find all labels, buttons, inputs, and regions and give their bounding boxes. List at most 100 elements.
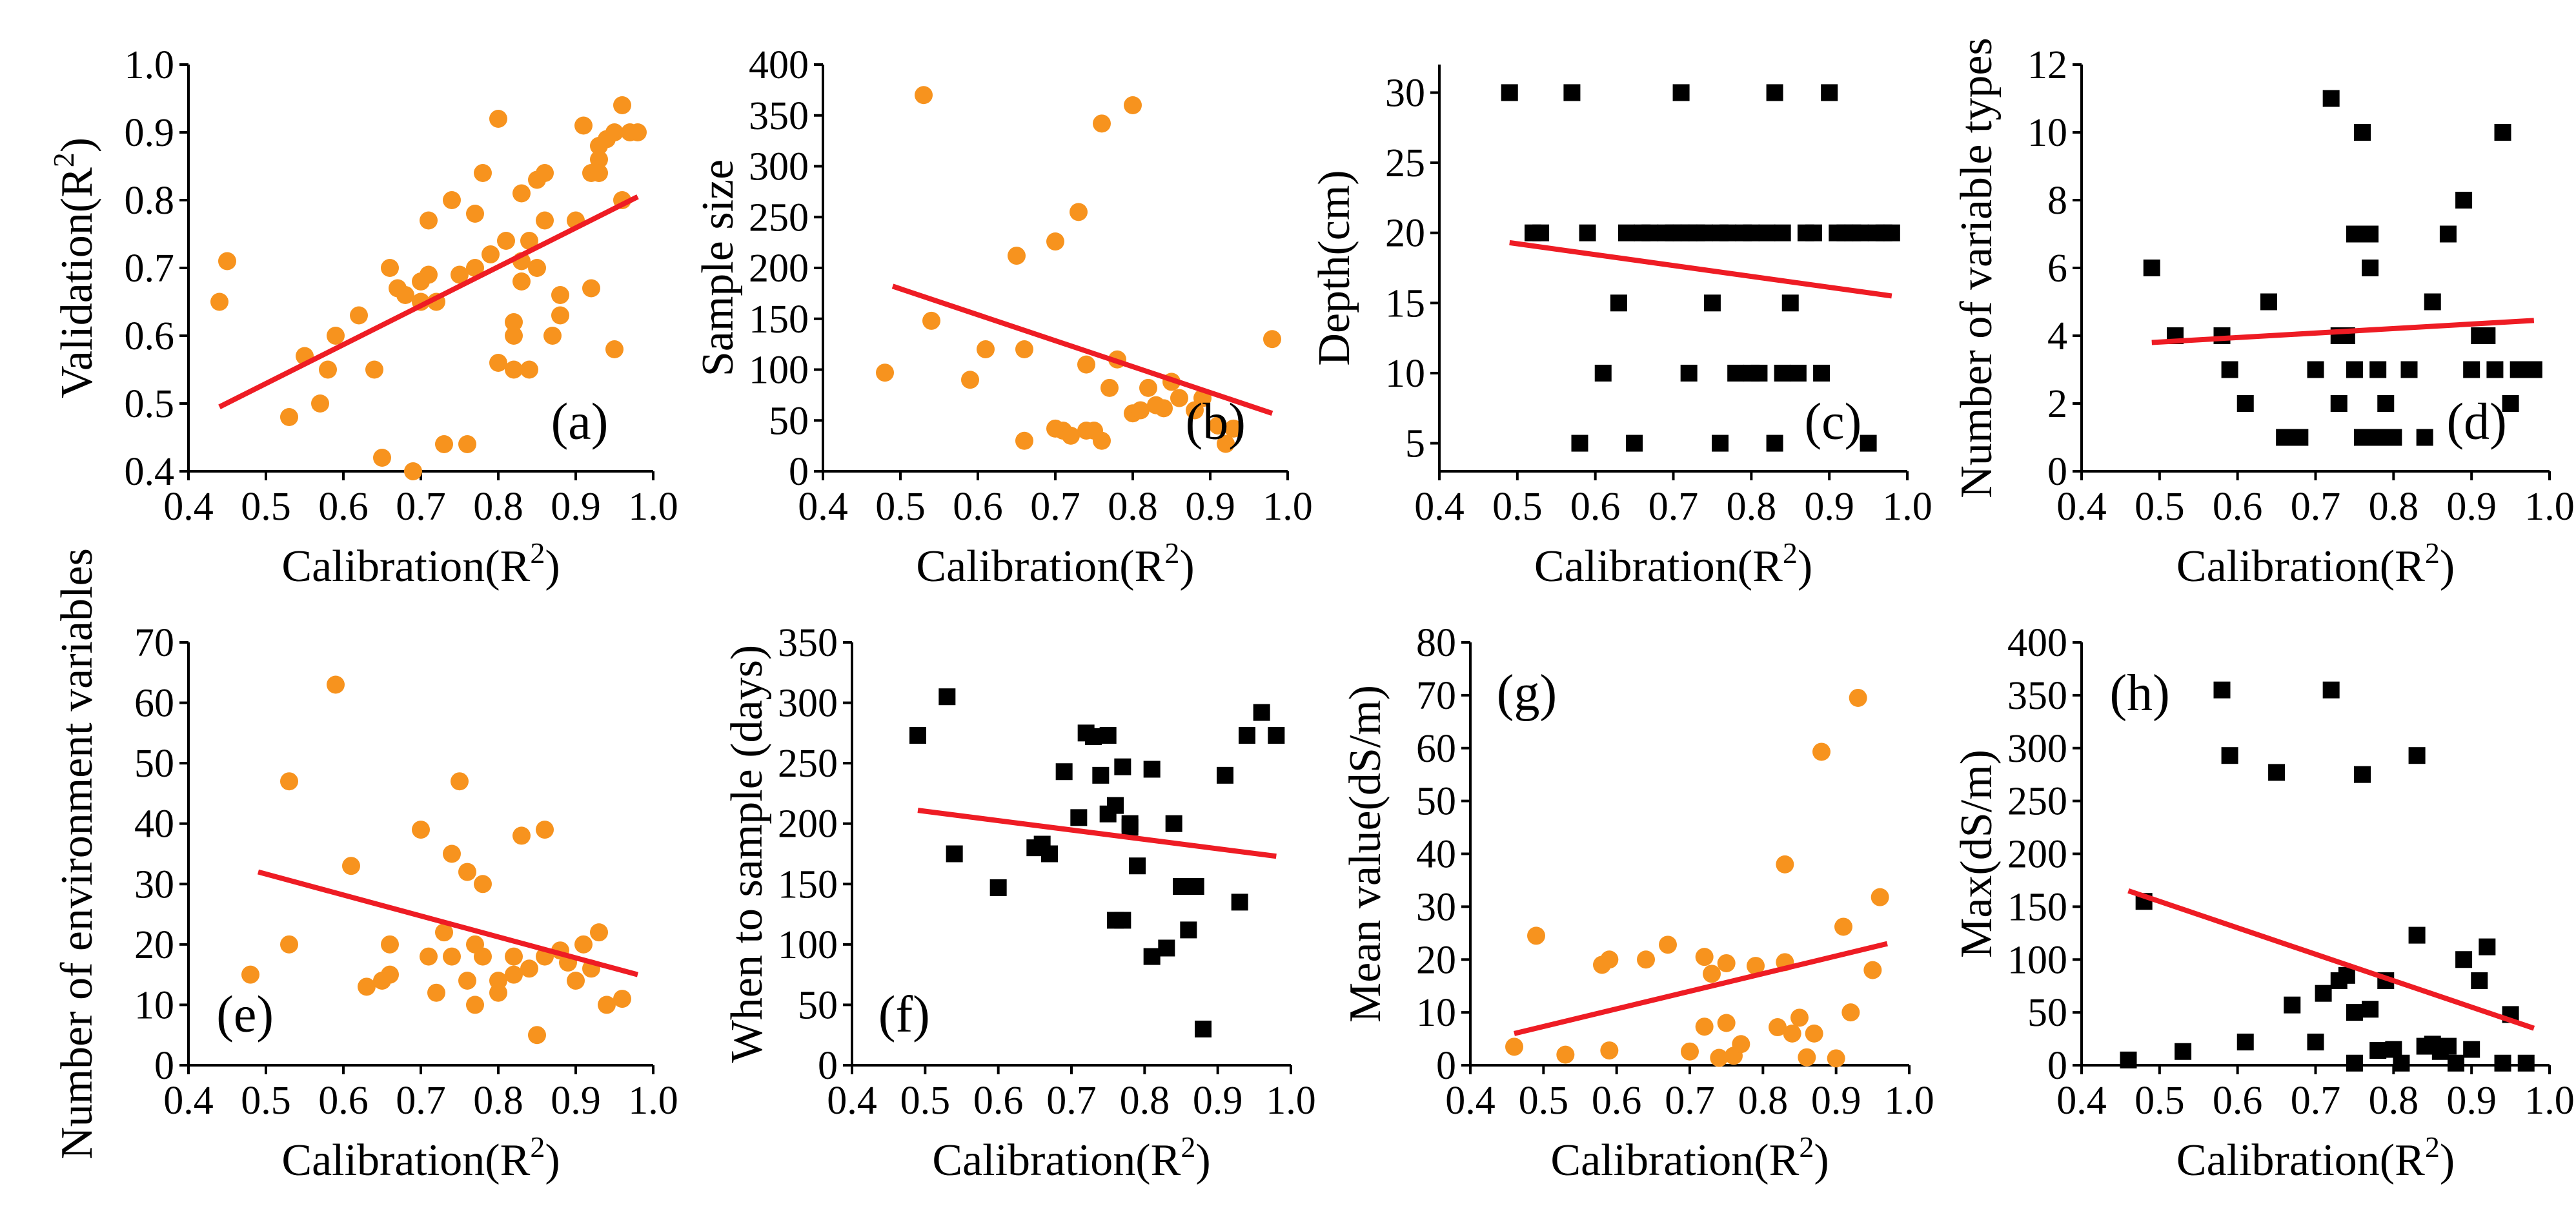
data-point: [505, 313, 523, 331]
data-point: [1626, 434, 1643, 452]
data-point: [590, 150, 608, 169]
data-point: [1099, 727, 1117, 744]
data-point: [2346, 361, 2363, 378]
data-point: [505, 965, 523, 984]
data-point: [2393, 1054, 2410, 1072]
data-point: [241, 965, 259, 984]
data-point: [1710, 1048, 1729, 1067]
data-point: [613, 990, 631, 1008]
panel-h: 0.4 0.5 0.6 0.7 0.8 0.9 1.0 0 50 100 150 200 250 300 3…: [1952, 621, 2575, 1185]
data-point: [489, 972, 507, 990]
data-point: [1041, 845, 1058, 863]
data-point: [1672, 84, 1690, 101]
x-tick-label: 0.6: [953, 485, 1003, 529]
data-point: [1114, 758, 1131, 775]
data-point: [2362, 225, 2379, 243]
data-point: [2517, 1054, 2535, 1072]
data-point: [1173, 878, 1190, 895]
y-tick-label: 150: [778, 863, 838, 906]
data-point: [1758, 224, 1776, 241]
y-tick-label: 250: [749, 196, 809, 240]
data-point: [520, 232, 538, 250]
x-tick-label: 0.4: [798, 485, 848, 529]
data-point: [2369, 429, 2387, 446]
data-point: [574, 935, 593, 954]
y-tick-label: 350: [778, 621, 838, 665]
x-tick-label: 0.7: [396, 485, 446, 529]
data-point: [1501, 84, 1518, 101]
x-tick-label: 0.6: [318, 485, 369, 529]
x-tick-label: 0.7: [396, 1079, 446, 1123]
data-point: [605, 123, 624, 141]
panel-label: (f): [878, 986, 930, 1043]
x-tick-label: 0.4: [1414, 485, 1465, 529]
data-point: [381, 935, 399, 954]
data-point: [1789, 364, 1807, 382]
x-tick-label: 1.0: [1882, 485, 1932, 529]
data-point: [1100, 378, 1119, 397]
y-tick-label: 150: [2007, 885, 2067, 929]
y-tick-label: 50: [769, 399, 809, 443]
y-tick-label: 150: [749, 298, 809, 342]
data-point: [598, 996, 616, 1014]
x-tick-label: 0.8: [473, 485, 523, 529]
data-point: [365, 360, 383, 379]
regression-line: [917, 808, 1277, 859]
x-axis-title: Calibration(R2): [1550, 1130, 1829, 1185]
data-point: [1571, 434, 1588, 452]
data-point: [1217, 766, 1233, 784]
data-point: [2362, 1001, 2379, 1018]
y-tick-label: 5: [1405, 422, 1425, 466]
y-axis-title: Number of variable types: [1952, 37, 2002, 498]
x-tick-label: 1.0: [1884, 1079, 1934, 1123]
data-point: [1046, 232, 1064, 251]
y-axis-title: Validation(R2): [47, 138, 102, 398]
data-point: [2354, 124, 2371, 141]
data-point: [396, 286, 414, 304]
data-point: [946, 845, 963, 863]
data-point: [938, 688, 956, 706]
data-point: [2400, 361, 2418, 378]
data-point: [629, 123, 647, 141]
data-point: [2494, 124, 2511, 141]
data-point: [1610, 294, 1627, 312]
data-point: [961, 371, 979, 389]
x-tick-label: 0.9: [1185, 485, 1235, 529]
y-tick-label: 70: [134, 621, 174, 665]
x-tick-label: 0.5: [241, 485, 291, 529]
data-point: [536, 821, 554, 839]
data-point: [358, 977, 376, 996]
data-point: [2291, 429, 2309, 446]
data-point: [451, 265, 469, 284]
data-point: [2385, 429, 2402, 446]
x-tick-label: 0.8: [2369, 485, 2419, 529]
data-point: [915, 86, 933, 105]
y-tick-label: 200: [778, 802, 838, 846]
y-tick-label: 70: [1416, 674, 1456, 718]
data-point: [404, 462, 422, 480]
data-point: [2221, 747, 2238, 764]
y-tick-label: 80: [1416, 621, 1456, 665]
panel-f: 0.4 0.5 0.6 0.7 0.8 0.9 1.0 0 50 100 150 200 250 300 3…: [722, 621, 1316, 1185]
x-tick-label: 0.8: [1120, 1079, 1170, 1123]
data-point: [2175, 1043, 2192, 1060]
data-point: [2416, 429, 2433, 446]
data-point: [1659, 935, 1677, 954]
data-point: [1263, 330, 1281, 349]
data-point: [1827, 1049, 1845, 1068]
x-tick-label: 1.0: [628, 485, 678, 529]
data-point: [2330, 395, 2348, 412]
data-point: [1774, 364, 1791, 382]
x-tick-label: 0.8: [1727, 485, 1777, 529]
data-point: [1070, 809, 1088, 826]
y-tick-label: 40: [134, 802, 174, 846]
data-point: [1821, 84, 1838, 101]
y-tick-label: 10: [1385, 352, 1425, 396]
data-point: [2486, 361, 2504, 378]
data-point: [443, 191, 461, 209]
data-point: [1505, 1037, 1523, 1056]
data-point: [2369, 361, 2387, 378]
data-point: [427, 983, 445, 1002]
data-point: [1717, 954, 1736, 972]
data-point: [582, 279, 600, 298]
